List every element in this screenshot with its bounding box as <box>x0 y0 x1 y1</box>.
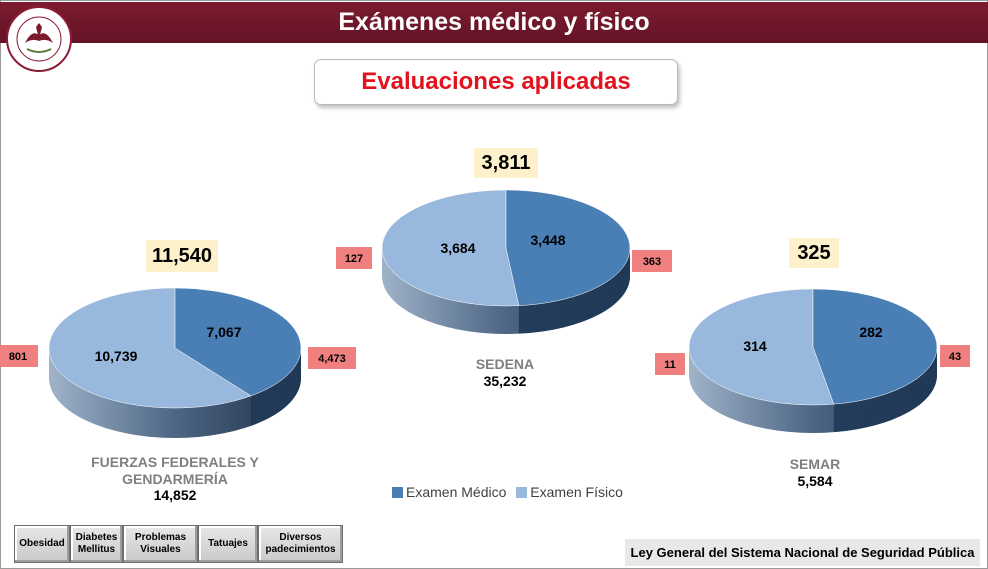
pie-slice-medico <box>505 189 631 306</box>
chart-total: 35,232 <box>483 373 527 389</box>
pie-slice-fisico <box>688 288 835 406</box>
tab-problemas-visuales[interactable]: Problemas Visuales <box>123 525 198 563</box>
pie-slice-medico <box>174 287 302 397</box>
page-title: Exámenes médico y físico <box>338 8 650 36</box>
side-value-right: 363 <box>643 256 661 268</box>
side-value-box-left <box>336 247 372 269</box>
chart-header-value: 325 <box>789 238 839 268</box>
pie-label-medico: 282 <box>859 324 883 340</box>
side-value-right: 4,473 <box>318 353 346 365</box>
pie-slice-medico <box>812 288 938 405</box>
chart-title: FUERZAS FEDERALES Y GENDARMERÍA <box>91 454 259 487</box>
chart-header-value: 11,540 <box>146 240 218 272</box>
side-value-left: 11 <box>664 359 676 371</box>
side-value-box-right <box>308 347 356 369</box>
tab-tatuajes[interactable]: Tatuajes <box>198 525 258 563</box>
chart-title: SEMAR <box>789 456 841 472</box>
pie-side-wall-medico <box>251 348 301 426</box>
side-value-box-left <box>0 345 38 367</box>
pie-slice-fisico <box>48 287 252 409</box>
legend-swatch-medico <box>392 487 403 498</box>
side-value-left: 801 <box>9 351 27 363</box>
pie-label-fisico: 10,739 <box>95 348 138 364</box>
pie-label-medico: 3,448 <box>530 232 565 248</box>
side-value-box-right <box>940 345 970 367</box>
pie-label-medico: 7,067 <box>206 324 241 340</box>
pie-side-wall-medico <box>833 347 937 433</box>
tab-obesidad[interactable]: Obesidad <box>14 525 70 563</box>
legend-label-medico: Examen Médico <box>406 484 507 500</box>
legend-swatch-fisico <box>516 487 528 498</box>
nav-tabs: Obesidad Diabetes Mellitus Problemas Vis… <box>14 525 355 563</box>
side-value-right: 43 <box>949 351 961 363</box>
legend-item-medico: Examen Médico <box>392 484 506 500</box>
legend: Examen Médico Examen Físico <box>392 484 629 500</box>
pie-side-wall <box>49 348 301 438</box>
footer-label: Ley General del Sistema Nacional de Segu… <box>625 539 980 566</box>
subtitle: Evaluaciones aplicadas <box>361 68 631 95</box>
side-value-left: 127 <box>345 253 363 265</box>
legend-item-fisico: Examen Físico <box>516 484 623 500</box>
national-seal-logo <box>6 6 72 72</box>
pie-slice-fisico <box>381 189 520 307</box>
header-bar <box>0 2 988 43</box>
pie-label-fisico: 3,684 <box>440 240 475 256</box>
tab-diabetes-mellitus[interactable]: Diabetes Mellitus <box>70 525 123 563</box>
chart-header-value: 3,811 <box>474 148 538 178</box>
legend-label-fisico: Examen Físico <box>530 484 623 500</box>
pie-label-fisico: 314 <box>743 338 767 354</box>
side-value-box-left <box>655 353 685 375</box>
chart-total: 5,584 <box>797 473 833 489</box>
chart-title: SEDENA <box>475 356 535 372</box>
side-value-box-right <box>632 250 672 272</box>
subtitle-box: Evaluaciones aplicadas <box>314 59 678 105</box>
tab-diversos-padecimientos[interactable]: Diversos padecimientos <box>258 525 343 563</box>
pie-side-wall-medico <box>518 248 630 334</box>
chart-total: 14,852 <box>153 487 197 503</box>
